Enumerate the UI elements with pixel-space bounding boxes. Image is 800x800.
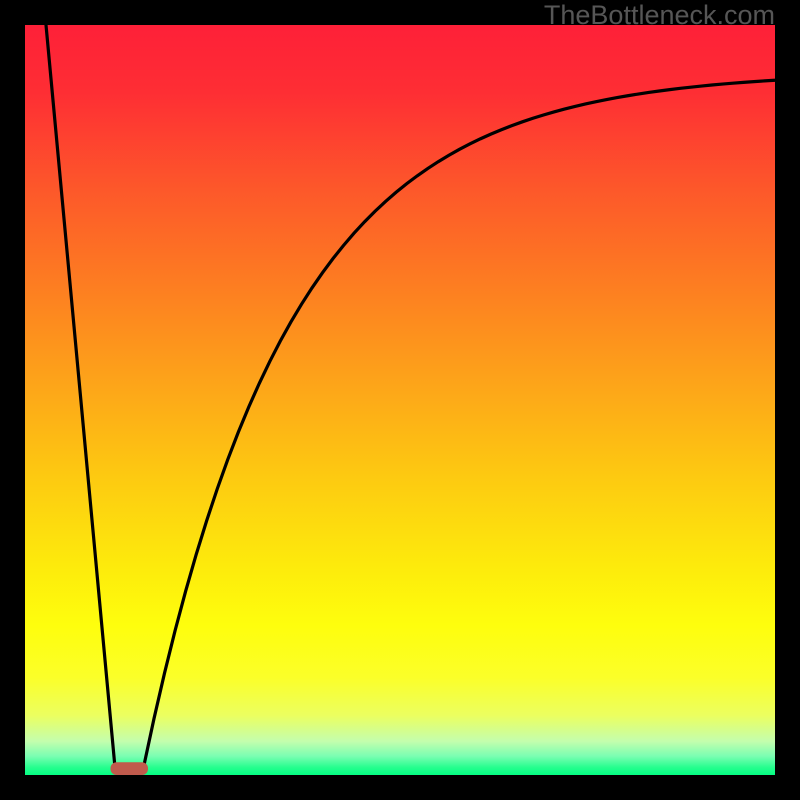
chart-svg [25, 25, 775, 775]
plot-area [25, 25, 775, 775]
gradient-background [25, 25, 775, 775]
watermark-text: TheBottleneck.com [544, 0, 775, 31]
cusp-marker [111, 762, 149, 775]
chart-frame [25, 25, 775, 775]
